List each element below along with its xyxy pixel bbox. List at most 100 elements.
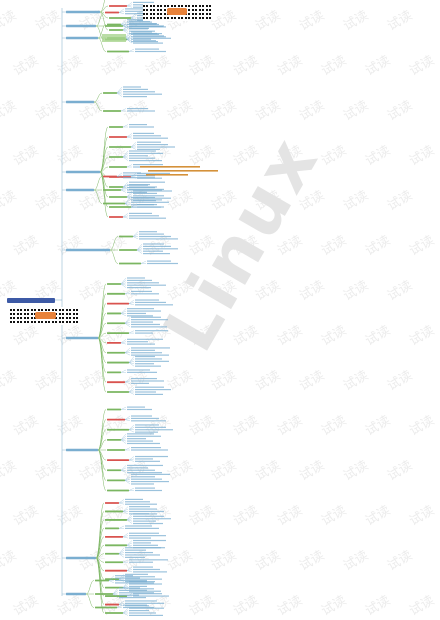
leaf-connector: [116, 604, 123, 608]
leaf-text: [131, 447, 161, 449]
leaf-connector: [124, 415, 131, 420]
leaf-connector: [124, 203, 131, 205]
topic-label: [66, 448, 98, 452]
leaf-connector: [122, 29, 129, 34]
leaf-text: [129, 27, 149, 29]
branch-curve: [93, 92, 103, 103]
leaf-text: [119, 589, 147, 591]
leaf-text: [125, 554, 160, 556]
leaf-text: [135, 304, 173, 306]
branch-curve: [99, 156, 109, 173]
leaf-text: [115, 582, 154, 584]
branch-label: [109, 186, 123, 188]
leaf-text: [135, 455, 168, 458]
leaf-text: [125, 527, 159, 529]
branch-label: [107, 381, 125, 384]
leaf-connector: [120, 187, 127, 191]
leaf-text: [127, 19, 145, 21]
leaf-text: [125, 525, 152, 527]
branch-label: [109, 196, 127, 198]
branch-label: [107, 302, 129, 305]
leaf-text: [127, 435, 161, 437]
leaf-text: [119, 597, 146, 599]
leaf-text: [129, 215, 159, 217]
leaf-text: [129, 126, 154, 128]
leaf-connector: [122, 215, 129, 218]
leaf-connector: [122, 608, 129, 614]
leaf-text: [127, 110, 155, 112]
branch-label: [107, 351, 125, 354]
leaf-text: [133, 520, 156, 522]
green-note-block: [102, 34, 126, 42]
leaf-text: [129, 30, 155, 32]
branch-curve: [97, 24, 107, 39]
topic-label: [66, 592, 86, 596]
leaf-connector: [120, 439, 127, 442]
leaf-connector: [126, 135, 133, 138]
leaf-text: [125, 501, 150, 503]
leaf-text: [131, 316, 161, 318]
leaf-text: [127, 472, 162, 474]
leaf-connector: [120, 313, 127, 316]
leaf-text: [127, 310, 161, 312]
leaf-text: [135, 391, 156, 393]
leaf-text: [125, 549, 146, 551]
leaf-text: [135, 460, 160, 462]
leaf-connector: [120, 439, 127, 444]
leaf-connector: [118, 502, 125, 505]
leaf-text: [123, 86, 141, 88]
leaf-text: [123, 88, 148, 90]
leaf-text: [133, 192, 157, 194]
leaf-text: [129, 585, 147, 588]
leaf-connector: [118, 552, 125, 554]
leaf-connector: [120, 436, 127, 440]
leaf-text: [123, 606, 154, 609]
branch-curve: [99, 0, 105, 13]
leaf-connector: [108, 577, 115, 581]
leaf-text: [127, 191, 147, 193]
leaf-text: [133, 522, 163, 525]
leaf-connector: [128, 424, 135, 430]
leaf-connector: [128, 358, 135, 363]
leaf-connector: [124, 352, 131, 356]
leaf-text: [125, 576, 155, 578]
leaf-text: [125, 602, 164, 604]
leaf-text: [137, 144, 168, 146]
branch-label: [107, 449, 125, 451]
leaf-connector: [126, 569, 133, 571]
leaf-text: [127, 438, 146, 440]
leaf-connector: [120, 369, 127, 373]
leaf-connector: [132, 231, 139, 237]
leaf-text: [123, 91, 155, 93]
leaf-connector: [124, 291, 131, 294]
leaf-text: [129, 217, 166, 219]
leaf-text: [125, 8, 143, 10]
leaf-text: [131, 354, 169, 356]
leaf-text: [135, 458, 153, 460]
branch-label: [105, 561, 123, 564]
branch-curve: [93, 101, 103, 112]
leaf-connector: [122, 25, 129, 29]
leaf-connector: [136, 248, 143, 251]
branch-label: [105, 569, 127, 572]
leaf-text: [135, 426, 166, 428]
leaf-connector: [128, 361, 135, 363]
leaf-connector: [122, 213, 129, 218]
branch-curve: [97, 419, 107, 451]
leaf-text: [127, 341, 148, 343]
leaf-connector: [118, 525, 125, 529]
leaf-connector: [124, 382, 131, 384]
branch-label: [95, 593, 113, 595]
branch-label: [107, 332, 129, 334]
leaf-connector: [124, 347, 131, 353]
leaf-connector: [136, 246, 143, 251]
branch-label: [119, 235, 133, 238]
leaf-text: [129, 25, 164, 27]
leaf-text: [133, 568, 160, 571]
leaf-connector: [118, 550, 125, 554]
leaf-text: [135, 389, 171, 391]
leaf-text: [135, 299, 159, 301]
leaf-text: [139, 231, 157, 233]
leaf-text: [133, 566, 153, 568]
